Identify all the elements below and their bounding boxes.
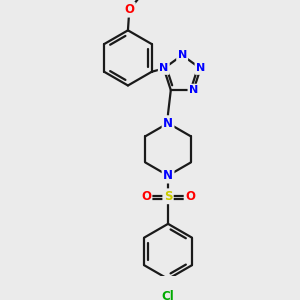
Text: N: N xyxy=(163,169,173,182)
Text: Cl: Cl xyxy=(162,290,174,300)
Text: O: O xyxy=(124,3,134,16)
Text: N: N xyxy=(189,85,198,95)
Text: N: N xyxy=(196,64,205,74)
Text: N: N xyxy=(163,117,173,130)
Text: N: N xyxy=(178,50,187,60)
Text: N: N xyxy=(159,64,168,74)
Text: O: O xyxy=(185,190,195,203)
Text: O: O xyxy=(141,190,151,203)
Text: S: S xyxy=(164,190,172,203)
